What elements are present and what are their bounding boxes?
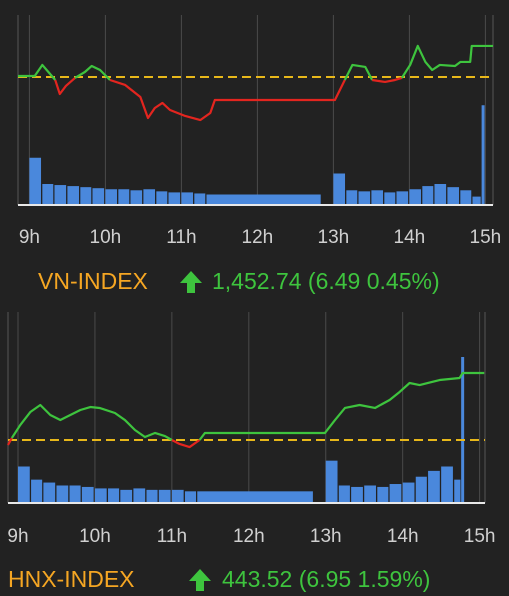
volume-bar: [415, 476, 427, 503]
price-line: [371, 76, 403, 84]
volume-bar: [351, 486, 363, 503]
index-name: VN-INDEX: [38, 268, 148, 294]
volume-bar: [80, 187, 92, 205]
volume-bar: [371, 190, 384, 205]
volume-bar: [29, 157, 42, 205]
volume-bar: [67, 186, 80, 205]
volume-bar: [441, 466, 453, 503]
volume-bar: [422, 186, 434, 205]
x-tick-label: 9h: [19, 227, 40, 248]
volume-bar: [384, 192, 396, 205]
index-value: 1,452.74 (6.49 0.45%): [212, 268, 440, 294]
volume-bar: [461, 357, 465, 503]
volume-bar: [92, 188, 105, 205]
price-line: [198, 371, 485, 441]
x-tick-label: 13h: [318, 227, 350, 248]
volume-bar: [69, 485, 81, 503]
volume-bar: [454, 479, 461, 503]
index-value: 443.52 (6.95 1.59%): [222, 566, 430, 592]
volume-bar: [206, 194, 321, 205]
volume-bar: [364, 485, 376, 503]
price-line: [109, 78, 346, 122]
up-arrow-icon: [189, 569, 211, 591]
volume-bar: [184, 491, 197, 503]
volume-bar: [146, 489, 158, 503]
volume-bar: [447, 187, 460, 205]
volume-bar: [130, 190, 143, 205]
volume-bar: [396, 191, 409, 205]
volume-bar: [194, 193, 206, 205]
x-tick-label: 10h: [90, 227, 122, 248]
index-name: HNX-INDEX: [8, 566, 135, 592]
volume-bar: [346, 190, 358, 205]
x-tick-label: 11h: [157, 526, 187, 547]
price-line: [7, 437, 13, 446]
up-arrow-icon: [180, 271, 202, 293]
x-tick-label: 9h: [7, 526, 28, 547]
volume-bar: [472, 196, 481, 205]
volume-bar: [143, 189, 156, 205]
volume-bar: [428, 470, 440, 503]
volume-bar: [94, 488, 107, 503]
volume-bar: [181, 192, 194, 205]
volume-bar: [42, 184, 54, 205]
volume-bar: [158, 489, 171, 503]
price-line: [54, 77, 76, 96]
x-tick-label: 12h: [233, 526, 265, 547]
volume-bar: [168, 192, 181, 205]
volume-bar: [171, 489, 184, 503]
x-tick-label: 15h: [464, 526, 496, 547]
volume-bar: [118, 189, 130, 205]
volume-bar: [133, 488, 146, 503]
volume-bar: [481, 105, 485, 205]
volume-bar: [120, 489, 133, 503]
x-tick-label: 11h: [166, 227, 196, 248]
volume-bar: [108, 488, 120, 503]
price-line: [400, 44, 493, 79]
volume-bar: [105, 189, 118, 205]
x-tick-label: 12h: [242, 227, 274, 248]
x-tick-label: 14h: [394, 227, 426, 248]
volume-bar: [156, 191, 168, 205]
price-line: [74, 64, 111, 81]
price-line: [10, 403, 173, 441]
volume-bar: [460, 190, 472, 205]
volume-bar: [377, 486, 389, 503]
volume-bar: [434, 184, 447, 205]
volume-bar: [389, 484, 402, 503]
price-line: [18, 63, 57, 81]
x-tick-label: 13h: [310, 526, 342, 547]
x-tick-label: 14h: [387, 526, 419, 547]
volume-bar: [197, 491, 313, 503]
volume-bar: [409, 189, 422, 205]
price-line: [343, 63, 374, 81]
x-tick-label: 15h: [470, 227, 502, 248]
price-line: [171, 439, 201, 449]
volume-bar: [402, 482, 415, 503]
volume-bar: [54, 185, 67, 205]
volume-bar: [325, 460, 338, 503]
volume-bar: [31, 479, 43, 503]
volume-bar: [56, 485, 69, 503]
volume-bar: [18, 466, 30, 503]
x-tick-label: 10h: [79, 526, 111, 547]
volume-bar: [43, 482, 56, 503]
volume-bar: [338, 485, 350, 503]
volume-bar: [333, 173, 346, 205]
volume-bar: [81, 486, 94, 503]
volume-bar: [358, 191, 371, 205]
